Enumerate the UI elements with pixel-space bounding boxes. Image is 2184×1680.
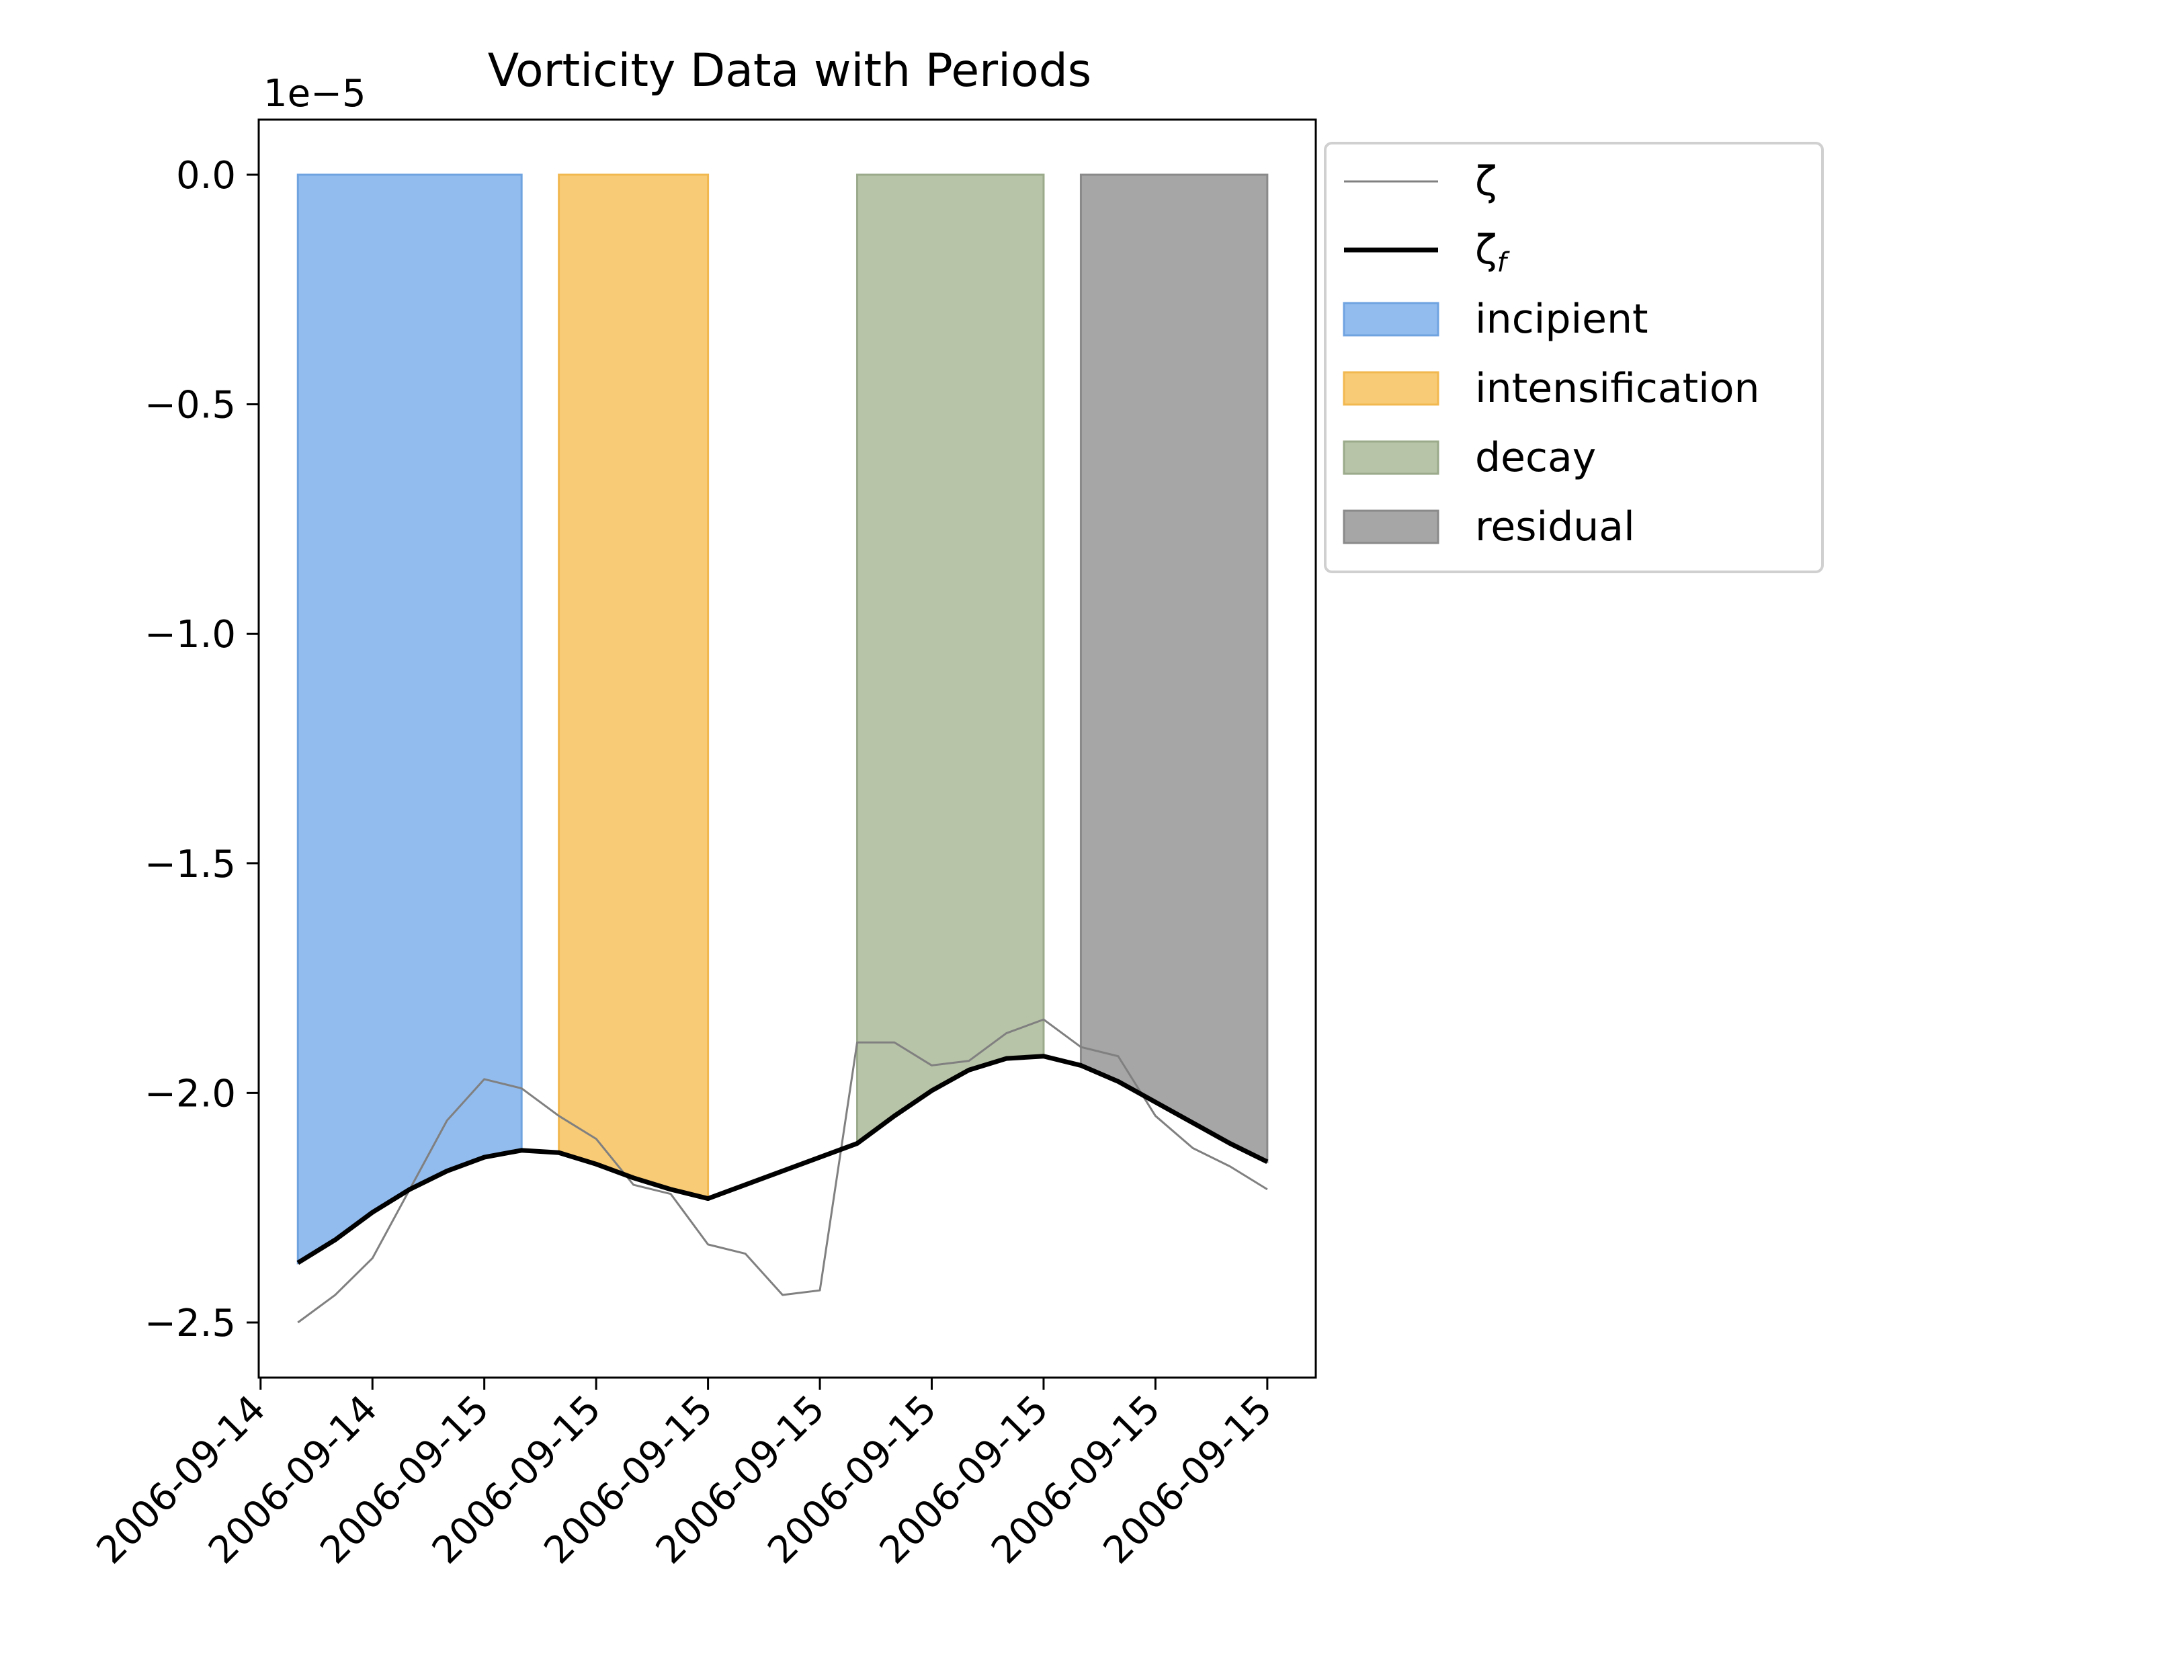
legend-label: intensification [1475, 365, 1760, 412]
legend-label: decay [1475, 434, 1596, 481]
legend-label: ζ [1475, 158, 1497, 205]
y-tick-label: −2.5 [144, 1302, 236, 1345]
y-tick-label: 0.0 [176, 154, 236, 198]
legend-box [1324, 142, 1824, 573]
legend-label: residual [1475, 503, 1635, 550]
period-band-decay [856, 173, 1045, 1146]
legend-patch-decay [1343, 440, 1439, 475]
y-tick-label: −2.0 [144, 1072, 236, 1116]
legend-patch-incipient [1343, 302, 1439, 337]
period-band-residual [1079, 173, 1269, 1164]
y-tick-label: −0.5 [144, 384, 236, 427]
legend-patch-residual [1343, 509, 1439, 544]
series-lines [296, 1018, 1269, 1324]
legend-label: incipient [1475, 296, 1648, 343]
period-bands [296, 173, 1269, 1265]
y-axis: 0.0 −0.5 −1.0 −1.5 −2.0 −2.5 [144, 154, 259, 1345]
legend-patch-intensification [1343, 371, 1439, 406]
period-band-intensification [558, 173, 710, 1200]
series-line-zeta [297, 1018, 1268, 1324]
y-tick-label: −1.5 [144, 843, 236, 886]
period-band-incipient [296, 173, 523, 1265]
y-axis-offset-label: 1e−5 [263, 72, 366, 116]
chart-title: Vorticity Data with Periods [488, 44, 1091, 97]
y-tick-label: −1.0 [144, 613, 236, 657]
series-line-zeta-f [296, 1054, 1269, 1265]
plot-area-frame [257, 118, 1317, 1379]
x-axis: 2006-09-142006-09-142006-09-152006-09-15… [89, 1378, 1281, 1572]
